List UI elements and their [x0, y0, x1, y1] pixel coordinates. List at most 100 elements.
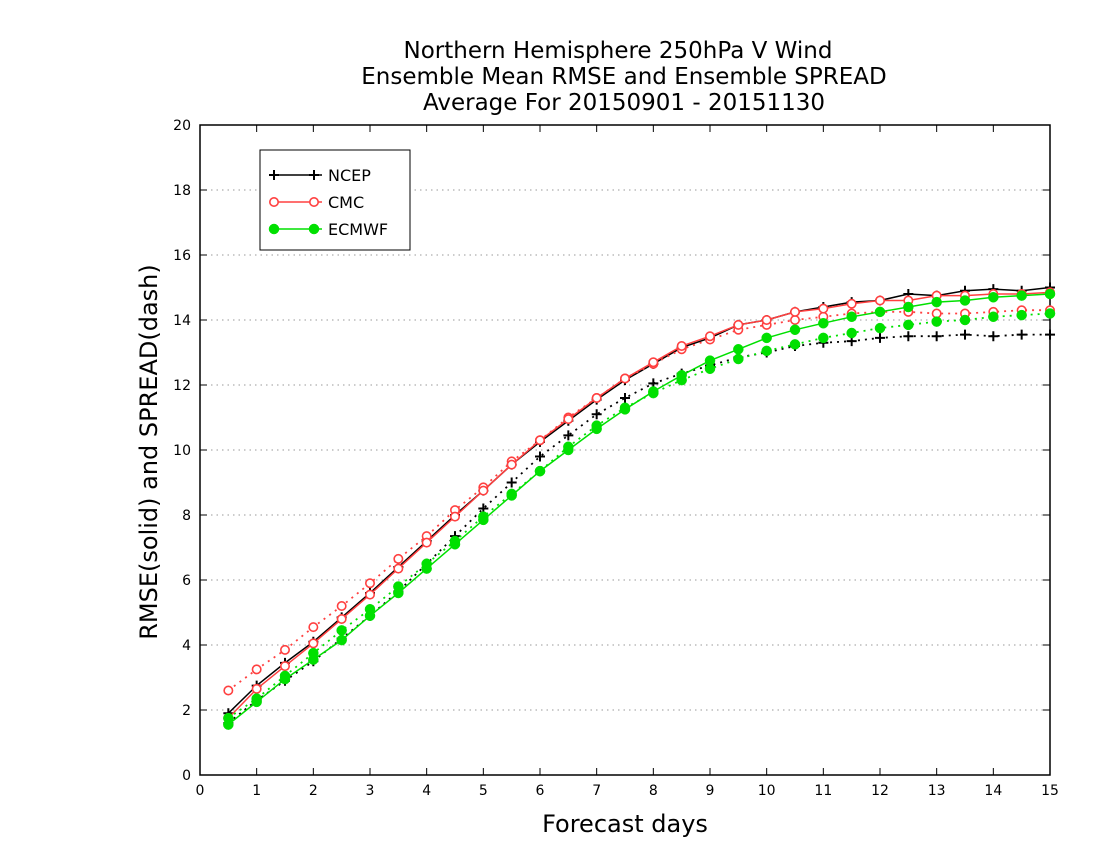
y-tick-label: 10 [173, 443, 191, 459]
cmc-spread-point [336, 600, 347, 611]
ecmwf-rmse-point [223, 719, 234, 730]
x-tick-label: 4 [422, 783, 431, 799]
ncep-spread-point [563, 430, 574, 441]
ecmwf-rmse-point [534, 465, 546, 477]
ecmwf-spread-line [227, 312, 1051, 719]
x-tick-label: 12 [871, 783, 889, 799]
ecmwf-spread-point [988, 311, 999, 322]
x-tick-label: 3 [366, 783, 375, 799]
ecmwf-spread-point [874, 322, 886, 334]
x-tick-label: 9 [706, 783, 715, 799]
ncep-rmse-line [227, 286, 1051, 714]
cmc-rmse-point [591, 392, 602, 403]
ecmwf-rmse-point [988, 292, 999, 303]
x-axis-label: Forecast days [542, 810, 708, 838]
cmc-spread-point [393, 553, 404, 564]
chart-title-line-1: Northern Hemisphere 250hPa V Wind [404, 38, 833, 64]
legend-marker-ecmwf [308, 223, 320, 235]
ncep-spread-line [227, 333, 1050, 724]
ecmwf-rmse-line [227, 293, 1051, 726]
ncep-spread-point [931, 331, 942, 342]
ncep-spread-point [903, 331, 914, 342]
ecmwf-rmse-point [761, 332, 772, 344]
ecmwf-rmse-point [563, 444, 574, 456]
y-tick-label: 6 [182, 573, 191, 589]
y-axis-label: RMSE(solid) and SPREAD(dash) [135, 264, 163, 640]
ecmwf-rmse-point [676, 370, 687, 381]
ncep-spread-point [1045, 329, 1055, 340]
ecmwf-rmse-point [619, 404, 631, 415]
cmc-rmse-point [251, 683, 262, 694]
x-tick-label: 0 [196, 783, 205, 799]
ecmwf-spread-point [761, 345, 772, 357]
cmc-rmse-point [761, 314, 772, 325]
legend-label-cmc: CMC [328, 193, 364, 212]
x-tick-label: 10 [758, 783, 776, 799]
ecmwf-spread-point [336, 625, 347, 636]
x-tick-label: 2 [309, 783, 318, 799]
legend-label-ecmwf: ECMWF [328, 220, 388, 239]
ncep-spread-point [620, 393, 630, 403]
legend-marker-cmc [308, 197, 319, 208]
ecmwf-rmse-point [506, 490, 517, 501]
cmc-rmse-point [336, 613, 347, 624]
ecmwf-rmse-point [959, 295, 971, 306]
ecmwf-spread-point [1016, 309, 1027, 321]
ecmwf-spread-point [733, 353, 744, 365]
ecmwf-rmse-point [251, 696, 262, 708]
ecmwf-rmse-point [704, 355, 716, 366]
ecmwf-spread-point [818, 332, 829, 344]
ecmwf-rmse-point [931, 296, 942, 308]
cmc-rmse-point [449, 511, 460, 522]
cmc-rmse-point [421, 537, 432, 548]
y-tick-label: 2 [182, 703, 191, 719]
cmc-rmse-point [704, 331, 715, 342]
legend-marker-cmc [268, 197, 279, 208]
ncep-spread-point [988, 331, 999, 342]
ecmwf-rmse-point [903, 301, 914, 313]
ncep-spread-point [506, 477, 517, 488]
ecmwf-rmse-point [733, 344, 744, 355]
y-tick-label: 0 [182, 768, 191, 784]
x-tick-label: 13 [928, 783, 946, 799]
y-tick-label: 8 [182, 508, 191, 524]
cmc-rmse-point [534, 435, 545, 446]
ecmwf-rmse-point [449, 539, 461, 550]
ncep-rmse-series [223, 282, 1055, 719]
cmc-spread-point [251, 664, 262, 675]
y-tick-label: 20 [173, 118, 191, 134]
ecmwf-spread-point [846, 327, 857, 339]
cmc-rmse-point [874, 295, 885, 306]
cmc-rmse-point [506, 459, 517, 470]
ncep-spread-point [535, 451, 545, 462]
cmc-rmse-point [676, 340, 687, 351]
legend-marker-ncep [309, 170, 319, 180]
legend-label-ncep: NCEP [328, 166, 371, 185]
legend-marker-ncep [269, 170, 279, 180]
ecmwf-rmse-series [223, 288, 1056, 730]
cmc-rmse-point [846, 298, 857, 309]
cmc-spread-point [789, 314, 800, 325]
ecmwf-spread-point [789, 339, 801, 350]
ecmwf-rmse-point [393, 587, 404, 599]
legend-marker-ecmwf [268, 223, 280, 235]
ncep-spread-point [591, 409, 602, 420]
cmc-rmse-point [308, 638, 319, 649]
ecmwf-rmse-point [421, 563, 432, 574]
ecmwf-rmse-point [1044, 288, 1056, 300]
legend-box [259, 149, 411, 251]
cmc-rmse-point [279, 661, 290, 672]
cmc-rmse-point [818, 303, 829, 314]
cmc-spread-line [227, 309, 1050, 692]
ecmwf-rmse-point [874, 306, 886, 318]
x-tick-label: 7 [592, 783, 601, 799]
cmc-spread-point [308, 622, 319, 633]
ecmwf-rmse-point [279, 673, 291, 685]
cmc-rmse-point [393, 563, 404, 574]
ecmwf-rmse-point [846, 311, 857, 322]
x-tick-label: 14 [984, 783, 1002, 799]
ecmwf-rmse-point [1016, 290, 1027, 301]
cmc-spread-point [223, 685, 234, 696]
cmc-rmse-point [648, 357, 659, 368]
